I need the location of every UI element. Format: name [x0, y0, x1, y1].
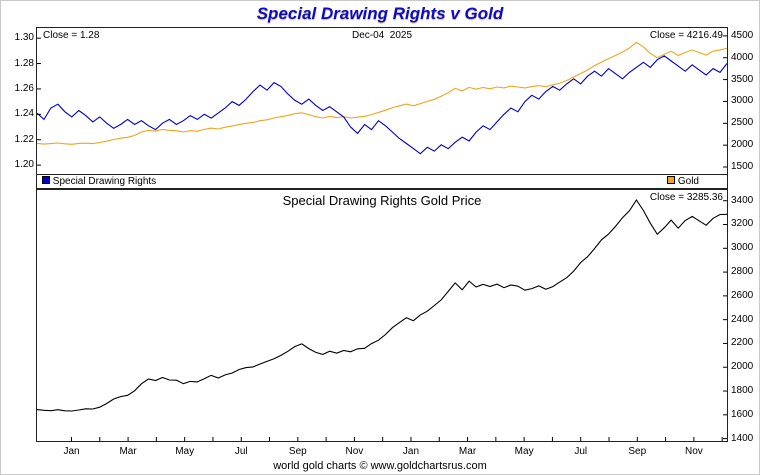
chart-window: Special Drawing Rights v Gold Close = 1.… — [0, 0, 760, 475]
x-axis-tick-label: Jul — [221, 446, 261, 458]
y-axis-tick-label: 1400 — [731, 433, 759, 445]
sdr-gold-line — [37, 200, 727, 411]
legend-item-gold: Gold — [667, 176, 699, 188]
bottom-plot-canvas — [37, 190, 727, 441]
x-axis-tick-label: Sep — [278, 446, 318, 458]
y-axis-tick-label: 1.26 — [4, 83, 34, 95]
gold-legend-swatch — [667, 176, 675, 184]
footer-credit: world gold charts © www.goldchartsrus.co… — [1, 460, 759, 472]
top-plot-canvas — [37, 28, 727, 174]
legend-bar: Special Drawing Rights Gold — [36, 175, 728, 189]
y-axis-tick-label: 1.24 — [4, 108, 34, 120]
x-axis-tick-label: Jul — [561, 446, 601, 458]
x-axis-tick-label: May — [165, 446, 205, 458]
top-plot-area: Close = 1.28 Dec-04 2025 Close = 4216.49 — [36, 27, 728, 175]
bottom-plot-area: Special Drawing Rights Gold Price Close … — [36, 189, 728, 442]
y-axis-tick-label: 2400 — [731, 314, 759, 326]
y-axis-tick-label: 1.20 — [4, 159, 34, 171]
y-axis-tick-label: 1.30 — [4, 32, 34, 44]
y-axis-tick-label: 3200 — [731, 218, 759, 230]
x-axis-tick-label: Jan — [391, 446, 431, 458]
y-axis-tick-label: 1600 — [731, 409, 759, 421]
sdr-legend-label: Special Drawing Rights — [53, 176, 156, 187]
x-axis-tick-label: Mar — [108, 446, 148, 458]
sdr-line — [37, 56, 727, 154]
x-axis-tick-label: Sep — [617, 446, 657, 458]
chart-title: Special Drawing Rights v Gold — [1, 4, 759, 24]
y-axis-tick-label: 4000 — [731, 52, 759, 64]
y-axis-tick-label: 1800 — [731, 385, 759, 397]
x-axis-tick-label: Mar — [448, 446, 488, 458]
y-axis-tick-label: 1500 — [731, 161, 759, 173]
gold-close-annotation: Close = 4216.49 — [650, 30, 723, 42]
y-axis-tick-label: 2800 — [731, 266, 759, 278]
gold-line — [37, 42, 727, 144]
sdr-legend-swatch — [42, 176, 50, 184]
x-axis-tick-label: Nov — [674, 446, 714, 458]
y-axis-tick-label: 2000 — [731, 139, 759, 151]
y-axis-tick-label: 1.28 — [4, 58, 34, 70]
y-axis-tick-label: 3000 — [731, 242, 759, 254]
y-axis-tick-label: 2000 — [731, 361, 759, 373]
y-axis-tick-label: 2200 — [731, 337, 759, 349]
date-annotation: Dec-04 2025 — [37, 30, 727, 42]
x-axis-tick-label: Nov — [334, 446, 374, 458]
y-axis-tick-label: 3000 — [731, 95, 759, 107]
sdr-gold-close-annotation: Close = 3285.36 — [650, 192, 723, 204]
y-axis-tick-label: 2600 — [731, 290, 759, 302]
x-axis-tick-label: May — [504, 446, 544, 458]
y-axis-tick-label: 3500 — [731, 74, 759, 86]
y-axis-tick-label: 3400 — [731, 195, 759, 207]
y-axis-tick-label: 1.22 — [4, 134, 34, 146]
y-axis-tick-label: 2500 — [731, 117, 759, 129]
y-axis-tick-label: 4500 — [731, 30, 759, 42]
gold-legend-label: Gold — [678, 176, 699, 187]
legend-item-sdr: Special Drawing Rights — [42, 176, 156, 188]
bottom-panel-title: Special Drawing Rights Gold Price — [37, 193, 727, 208]
x-axis-tick-label: Jan — [52, 446, 92, 458]
